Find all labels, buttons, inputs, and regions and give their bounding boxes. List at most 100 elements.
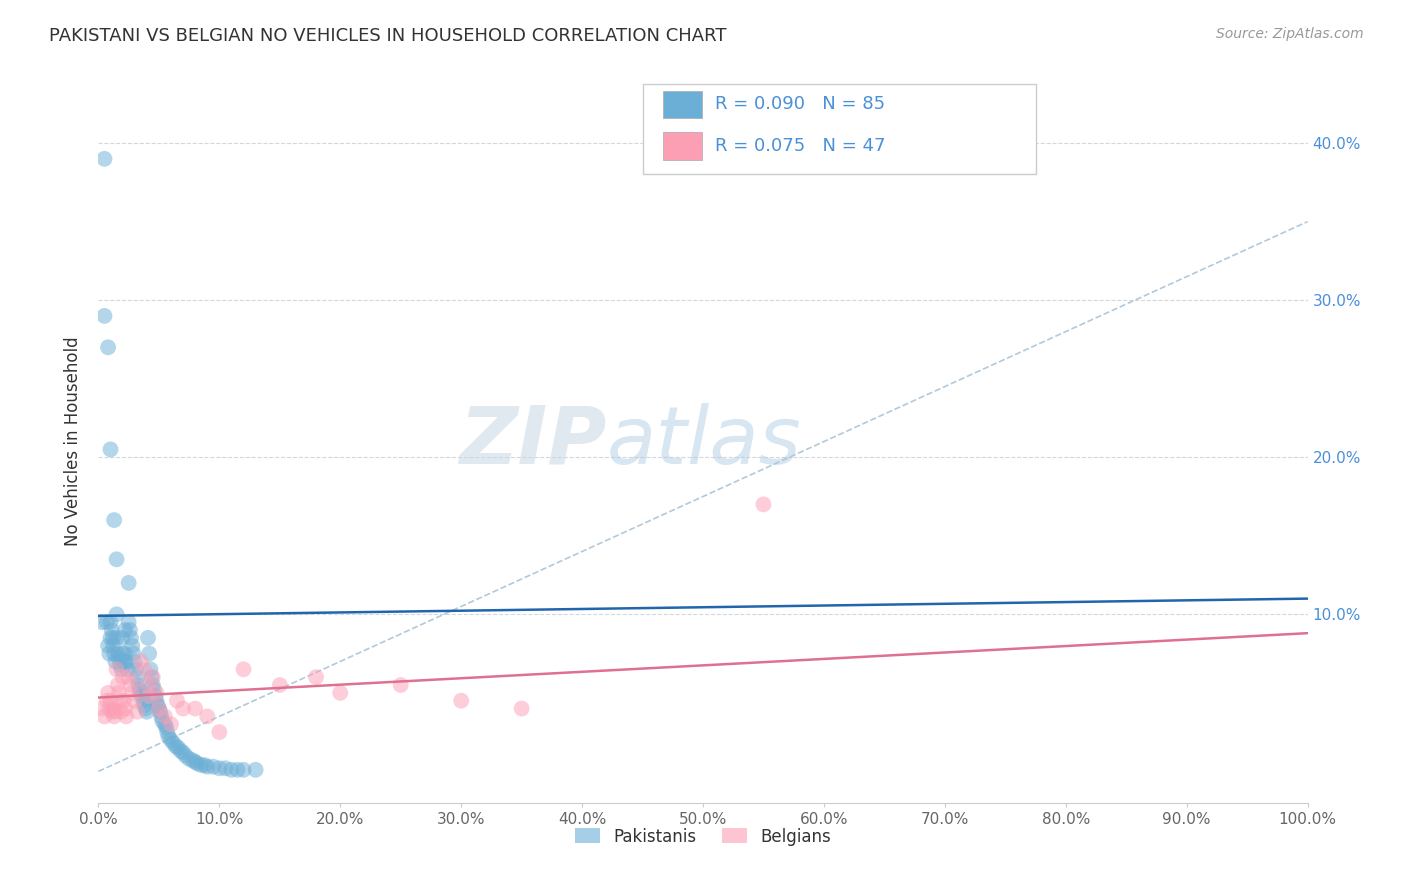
Belgians: [103, 709, 125, 723]
Pakistanis: [105, 607, 128, 622]
Pakistanis: [93, 152, 115, 166]
Pakistanis: [112, 655, 135, 669]
Text: PAKISTANI VS BELGIAN NO VEHICLES IN HOUSEHOLD CORRELATION CHART: PAKISTANI VS BELGIAN NO VEHICLES IN HOUS…: [49, 27, 727, 45]
Pakistanis: [115, 655, 138, 669]
Belgians: [96, 694, 118, 708]
Pakistanis: [100, 442, 122, 457]
Belgians: [93, 709, 115, 723]
Pakistanis: [135, 701, 157, 715]
Belgians: [101, 701, 124, 715]
Pakistanis: [134, 698, 156, 713]
Belgians: [97, 686, 120, 700]
Belgians: [195, 709, 218, 723]
Pakistanis: [120, 631, 142, 645]
Pakistanis: [149, 705, 172, 719]
Pakistanis: [100, 615, 122, 630]
Pakistanis: [124, 655, 146, 669]
Text: ZIP: ZIP: [458, 402, 606, 481]
Pakistanis: [100, 623, 122, 637]
Belgians: [510, 701, 533, 715]
Pakistanis: [143, 682, 166, 697]
Pakistanis: [105, 552, 128, 566]
Belgians: [107, 678, 129, 692]
Belgians: [172, 701, 194, 715]
Pakistanis: [153, 717, 176, 731]
Pakistanis: [226, 763, 249, 777]
Pakistanis: [111, 631, 134, 645]
Belgians: [104, 705, 127, 719]
Bar: [664, 132, 702, 160]
Pakistanis: [108, 657, 131, 672]
Pakistanis: [118, 575, 141, 590]
Text: R = 0.075   N = 47: R = 0.075 N = 47: [716, 137, 886, 155]
Belgians: [232, 662, 254, 676]
Pakistanis: [194, 758, 217, 772]
Text: Source: ZipAtlas.com: Source: ZipAtlas.com: [1216, 27, 1364, 41]
Pakistanis: [108, 651, 131, 665]
Y-axis label: No Vehicles in Household: No Vehicles in Household: [65, 336, 83, 547]
Text: R = 0.090   N = 85: R = 0.090 N = 85: [716, 95, 886, 113]
Pakistanis: [179, 752, 201, 766]
Belgians: [112, 694, 135, 708]
Pakistanis: [156, 725, 179, 739]
Pakistanis: [114, 647, 136, 661]
Belgians: [184, 701, 207, 715]
Pakistanis: [160, 733, 183, 747]
Pakistanis: [107, 647, 129, 661]
Pakistanis: [127, 678, 149, 692]
Belgians: [115, 709, 138, 723]
Pakistanis: [232, 763, 254, 777]
Pakistanis: [245, 763, 267, 777]
Pakistanis: [117, 662, 139, 676]
Belgians: [100, 694, 122, 708]
Pakistanis: [104, 655, 127, 669]
Pakistanis: [195, 760, 218, 774]
Belgians: [111, 670, 134, 684]
Belgians: [121, 686, 143, 700]
Pakistanis: [105, 631, 128, 645]
Pakistanis: [127, 670, 149, 684]
Bar: [664, 91, 702, 119]
Pakistanis: [97, 639, 120, 653]
Pakistanis: [136, 631, 159, 645]
Belgians: [752, 497, 775, 511]
Pakistanis: [96, 615, 118, 630]
Pakistanis: [101, 631, 124, 645]
Pakistanis: [155, 720, 177, 734]
Pakistanis: [118, 623, 141, 637]
Belgians: [142, 670, 165, 684]
Belgians: [91, 701, 114, 715]
Pakistanis: [148, 701, 170, 715]
Belgians: [135, 678, 157, 692]
Belgians: [160, 717, 183, 731]
Pakistanis: [97, 340, 120, 354]
Pakistanis: [187, 756, 209, 771]
Pakistanis: [128, 682, 150, 697]
Pakistanis: [111, 647, 134, 661]
Pakistanis: [103, 647, 125, 661]
Belgians: [329, 686, 352, 700]
Pakistanis: [152, 714, 174, 728]
Text: atlas: atlas: [606, 402, 801, 481]
Belgians: [98, 701, 121, 715]
Belgians: [148, 701, 170, 715]
Pakistanis: [103, 513, 125, 527]
Pakistanis: [101, 639, 124, 653]
Belgians: [305, 670, 328, 684]
Pakistanis: [93, 309, 115, 323]
Pakistanis: [132, 694, 155, 708]
Belgians: [269, 678, 291, 692]
Belgians: [120, 678, 142, 692]
Pakistanis: [118, 615, 141, 630]
Pakistanis: [135, 705, 157, 719]
Pakistanis: [121, 639, 143, 653]
Pakistanis: [143, 689, 166, 703]
Belgians: [134, 662, 156, 676]
Pakistanis: [162, 736, 184, 750]
Pakistanis: [122, 647, 145, 661]
Pakistanis: [157, 730, 180, 744]
Belgians: [100, 705, 122, 719]
Pakistanis: [91, 615, 114, 630]
Belgians: [114, 701, 136, 715]
Pakistanis: [169, 744, 191, 758]
